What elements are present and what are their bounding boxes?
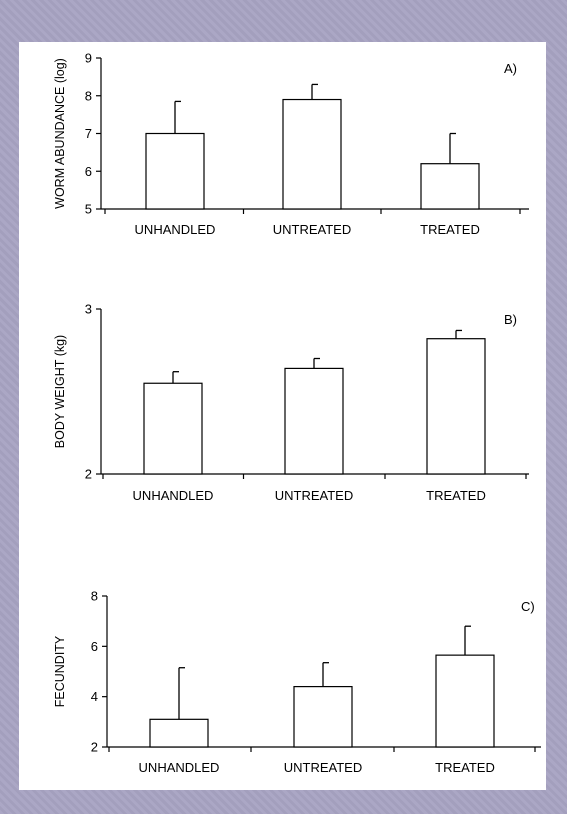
- chart1-y-tick-label: 5: [85, 202, 92, 217]
- chart3-y-tick-label: 2: [91, 740, 98, 755]
- chart1-category-label: UNTREATED: [273, 222, 351, 237]
- chart2-category-label: UNHANDLED: [133, 488, 214, 503]
- chart2-category-label: UNTREATED: [275, 488, 353, 503]
- charts-svg: 5 6 7 8 9 UNHANDLED UNTREATED TREATED A) WORM ABU…: [53, 51, 541, 775]
- chart2-bar: [426, 338, 486, 475]
- figure-panel: 5 6 7 8 9 UNHANDLED UNTREATED TREATED A) WORM ABU…: [19, 42, 546, 790]
- chart3-category-label: TREATED: [435, 760, 495, 775]
- chart3-category-label: UNTREATED: [284, 760, 362, 775]
- chart2-bar: [284, 367, 344, 475]
- chart3-y-tick-label: 8: [91, 589, 98, 604]
- chart3-y-tick-label: 4: [91, 689, 98, 704]
- chart2-category-label: TREATED: [426, 488, 486, 503]
- chart3-y-axis-title: FECUNDITY: [53, 635, 67, 707]
- chart2-y-tick-label: 2: [85, 467, 92, 482]
- chart1-category-label: TREATED: [420, 222, 480, 237]
- chart1-y-tick-label: 9: [85, 51, 92, 66]
- chart3-bar: [293, 685, 353, 748]
- chart1-panel-label: A): [504, 61, 517, 76]
- chart1-category-label: UNHANDLED: [135, 222, 216, 237]
- chart3-y-tick-label: 6: [91, 639, 98, 654]
- chart1-bar: [145, 132, 205, 210]
- chart1-y-axis-title: WORM ABUNDANCE (log): [53, 58, 67, 209]
- chart3-bar: [149, 718, 209, 748]
- chart2-bar: [143, 382, 203, 475]
- chart1-bar: [282, 98, 342, 210]
- chart3-panel-label: C): [521, 599, 535, 614]
- chart2-y-tick-label: 3: [85, 302, 92, 317]
- chart2-panel-label: B): [504, 312, 517, 327]
- chart3-bar: [435, 654, 495, 748]
- chart1-y-tick-label: 7: [85, 126, 92, 141]
- chart1-y-tick-label: 8: [85, 88, 92, 103]
- chart1-y-tick-label: 6: [85, 164, 92, 179]
- chart3-category-label: UNHANDLED: [139, 760, 220, 775]
- chart1-bar: [420, 163, 480, 210]
- chart2-y-axis-title: BODY WEIGHT (kg): [53, 335, 67, 448]
